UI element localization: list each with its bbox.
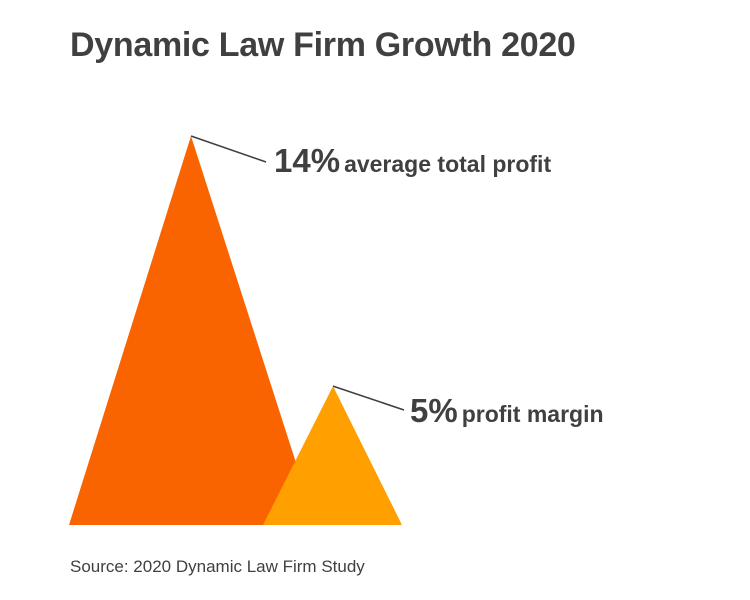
chart-marks <box>69 135 405 525</box>
data-label-value-2: 5% <box>410 392 458 429</box>
data-label-text-2: profit margin <box>461 401 604 427</box>
triangle-mark-2 <box>263 386 402 525</box>
triangle-mark-1 <box>69 136 316 525</box>
data-label-value-1: 14% <box>274 142 341 179</box>
chart-title: Dynamic Law Firm Growth 2020 <box>70 26 576 64</box>
callout-profit-margin: 5% profit margin <box>410 392 604 430</box>
leader-line-1 <box>190 135 267 163</box>
leader-line-2 <box>332 385 405 411</box>
source-note: Source: 2020 Dynamic Law Firm Study <box>70 557 365 576</box>
callout-average-total-profit: 14% average total profit <box>274 142 551 180</box>
data-label-text-1: average total profit <box>344 151 552 177</box>
